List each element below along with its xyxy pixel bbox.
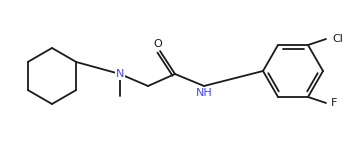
- Text: F: F: [331, 98, 337, 108]
- Text: O: O: [154, 39, 162, 49]
- Text: Cl: Cl: [332, 34, 343, 44]
- Text: NH: NH: [195, 88, 212, 98]
- Text: N: N: [116, 69, 124, 79]
